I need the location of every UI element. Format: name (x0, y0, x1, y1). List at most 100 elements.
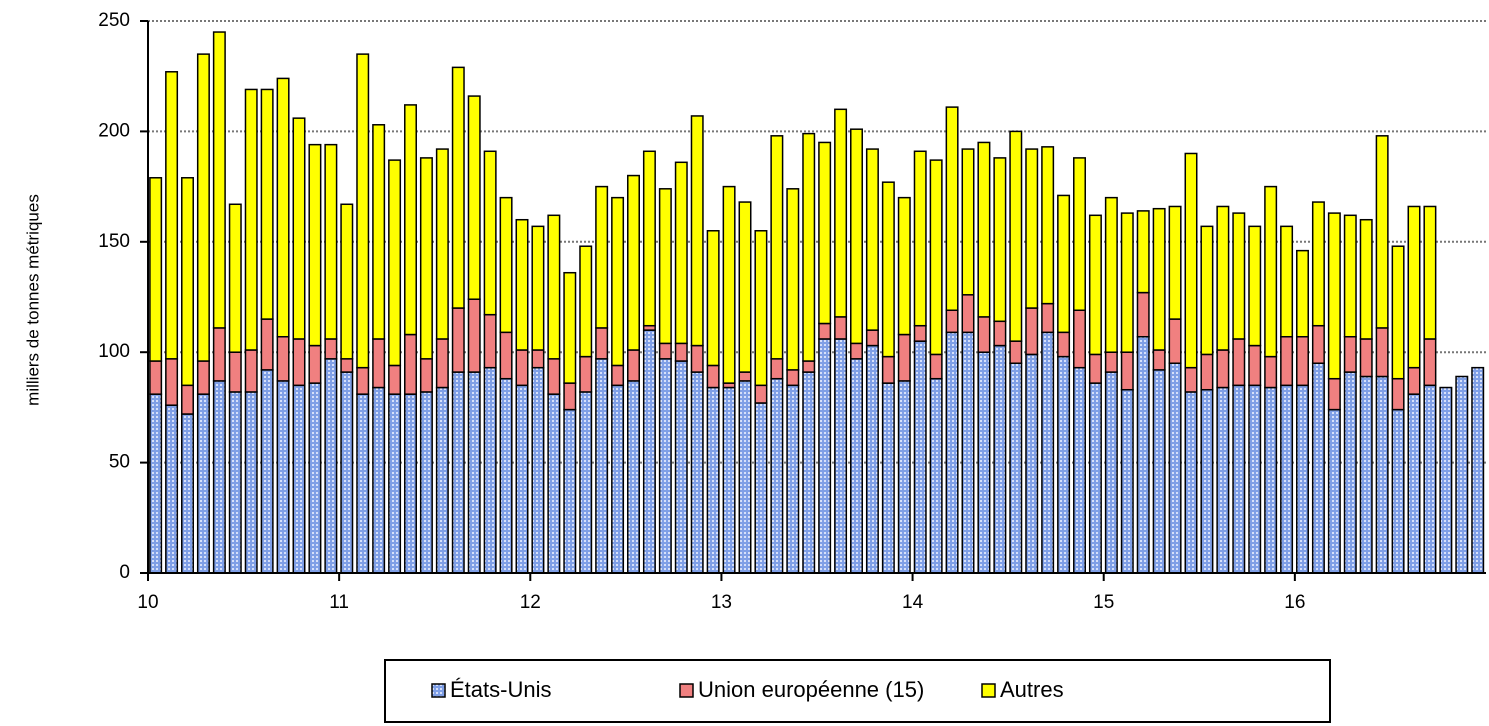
legend-swatch (679, 683, 694, 698)
bar-segment (1168, 318, 1182, 364)
bar-segment (165, 71, 179, 360)
bar-segment (1296, 384, 1309, 574)
bar-segment (1057, 331, 1071, 358)
bar-segment (212, 31, 226, 329)
bar-segment (627, 349, 640, 382)
bar-segment (627, 380, 640, 574)
bar-segment (165, 404, 179, 574)
bar-segment (611, 384, 625, 574)
y-tick-label: 150 (98, 231, 130, 252)
bar-segment (961, 294, 975, 334)
bar-segment (1009, 340, 1023, 364)
x-tick-label: 14 (902, 592, 924, 613)
bar-segment (435, 338, 449, 389)
bar-segment (770, 358, 784, 380)
bar-segment (1264, 355, 1278, 389)
bar-segment (1073, 309, 1086, 369)
bar-segment (945, 106, 959, 311)
bar-segment (531, 366, 545, 574)
bar-segment (706, 364, 720, 389)
bar-segment (1120, 351, 1134, 391)
bar-segment (770, 377, 784, 574)
bar-segment (658, 188, 672, 345)
bar-segment (1471, 366, 1485, 574)
bar-segment (1200, 388, 1214, 574)
bar-segment (1025, 307, 1039, 356)
bar-segment (483, 313, 497, 369)
bar-segment (913, 324, 927, 342)
bar-segment (1104, 371, 1118, 574)
bar-segment (658, 342, 672, 360)
bar-segment (531, 225, 545, 351)
bar-segment (1184, 391, 1198, 574)
bar-segment (818, 141, 832, 325)
bar-segment (388, 364, 402, 395)
bar-segment (372, 124, 386, 340)
bar-segment (1407, 393, 1421, 574)
bar-segment (786, 384, 800, 574)
bar-segment (435, 386, 449, 574)
bar-segment (897, 196, 911, 336)
bar-segment (276, 335, 290, 382)
bar-segment (419, 358, 433, 393)
bar-segment (181, 177, 194, 387)
bar-segment (181, 413, 194, 574)
bar-segment (499, 196, 513, 334)
bar-segment (674, 360, 688, 574)
y-tick-label: 0 (119, 562, 130, 583)
x-tick-label: 12 (520, 592, 541, 613)
bar-segment (1280, 384, 1294, 574)
bar-segment (1104, 351, 1118, 373)
bar-segment (1041, 302, 1055, 334)
bar-segment (802, 371, 816, 574)
bar-segment (1296, 335, 1309, 387)
bar-segment (547, 358, 561, 395)
bar-segment (1152, 207, 1166, 351)
bar-segment (499, 331, 513, 380)
bar-segment (388, 393, 402, 574)
bar-segment (1343, 335, 1357, 373)
bar-segment (595, 327, 609, 360)
bar-segment (276, 380, 290, 574)
bar-segment (308, 143, 322, 347)
bar-segment (149, 360, 163, 395)
bar-segment (196, 393, 210, 574)
bar-segment (515, 218, 529, 351)
bar-segment (563, 271, 577, 384)
bar-segment (1216, 386, 1230, 574)
bar-segment (834, 338, 848, 574)
bar-segment (658, 358, 672, 574)
bar-segment (419, 157, 433, 360)
bar-segment (595, 185, 609, 329)
bar-segment (1311, 362, 1325, 574)
bar-segment (1152, 369, 1166, 574)
bar-segment (1296, 249, 1309, 338)
bar-segment (1088, 353, 1102, 384)
bar-segment (404, 393, 417, 574)
bar-segment (260, 318, 274, 371)
bar-segment (881, 382, 895, 574)
bar-segment (1327, 212, 1341, 380)
bar-segment (850, 358, 863, 574)
y-axis-label: milliers de tonnes métriques (23, 194, 42, 406)
bar-segment (1455, 375, 1469, 574)
bar-segment (865, 148, 879, 331)
bar-segment (228, 391, 242, 574)
bar-segment (324, 338, 338, 360)
bar-segment (961, 331, 975, 574)
bar-segment (196, 360, 210, 395)
x-tick-label: 11 (329, 592, 349, 613)
bar-segment (1375, 135, 1389, 329)
bar-segment (212, 380, 226, 574)
x-tick-label: 13 (711, 592, 732, 613)
bar-segment (467, 371, 481, 574)
bar-segment (1057, 355, 1071, 574)
bar-segment (595, 358, 609, 574)
bar-segment (579, 391, 593, 574)
bar-segment (1152, 349, 1166, 371)
bar-segment (850, 342, 863, 360)
bar-segment (1248, 344, 1262, 387)
x-tick-label: 15 (1093, 592, 1114, 613)
bar-segment (642, 150, 656, 327)
